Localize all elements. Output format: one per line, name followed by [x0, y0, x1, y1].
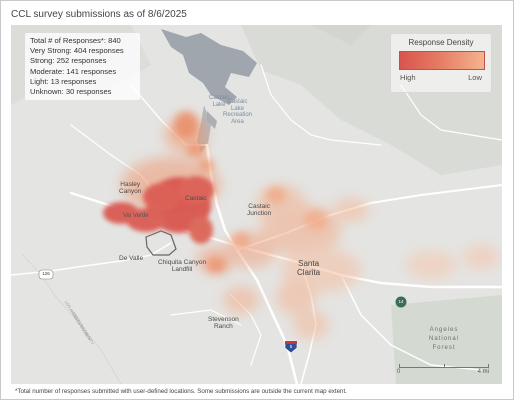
route-5-shield: [284, 340, 298, 354]
castaic-junction-label: Castaic Junction: [247, 203, 272, 217]
landfill-outline: [145, 230, 177, 256]
legend-color-ramp: [399, 51, 485, 70]
route-126-shield: [38, 269, 54, 280]
route-126-label: 126: [42, 271, 50, 276]
stat-unknown: Unknown: 30 responses: [30, 87, 112, 97]
val-verde-label: Val Verde: [123, 213, 149, 219]
castaic-lake-rec-label: Castaic Lake Recreation Area: [223, 99, 253, 125]
density-legend: Response Density High Low: [390, 33, 492, 93]
footnote: *Total number of responses submitted wit…: [15, 388, 347, 395]
map-title: CCL survey submissions as of 8/6/2025: [11, 9, 187, 20]
legend-title: Response Density: [408, 38, 474, 47]
stat-strong: Strong: 252 responses: [30, 56, 107, 66]
forest-label: Angeles National Forest: [429, 327, 460, 351]
forest-area-south: [391, 295, 502, 384]
legend-low-label: Low: [468, 73, 482, 82]
santa-clarita-label: Santa Clarita: [297, 259, 321, 277]
stat-light: Light: 13 responses: [30, 76, 97, 86]
legend-high-label: High: [400, 73, 416, 82]
stevenson-ranch-label: Stevenson Ranch: [208, 316, 239, 330]
castaic-lake: [161, 29, 257, 105]
scale-bar: 0 4 mi: [397, 364, 489, 378]
scale-bar-line: [399, 364, 489, 368]
de-valle-label: De Valle: [119, 255, 144, 262]
map-canvas[interactable]: Castaic Lake Castaic Lake Recreation Are…: [11, 25, 502, 384]
stat-moderate: Moderate: 141 responses: [30, 66, 117, 76]
route-14-label: 14: [398, 299, 404, 304]
scale-zero-label: 0: [397, 369, 401, 375]
route-5-label: 5: [289, 344, 293, 349]
chiquita-landfill-label: Chiquita Canyon Landfill: [158, 259, 207, 273]
hasley-canyon-label: Hasley Canyon: [119, 181, 142, 195]
scale-four-mile-label: 4 mi: [477, 369, 489, 375]
castaic-lake-label: Castaic Lake: [209, 95, 230, 108]
response-stats-panel: Total # of Responses*: 840 Very Strong: …: [25, 33, 140, 101]
stat-very-strong: Very Strong: 404 responses: [30, 46, 124, 56]
total-responses: Total # of Responses*: 840: [30, 36, 121, 45]
density-layer: [103, 111, 499, 339]
route-14-shield: [395, 296, 407, 308]
castaic-label: Castaic: [185, 195, 207, 202]
